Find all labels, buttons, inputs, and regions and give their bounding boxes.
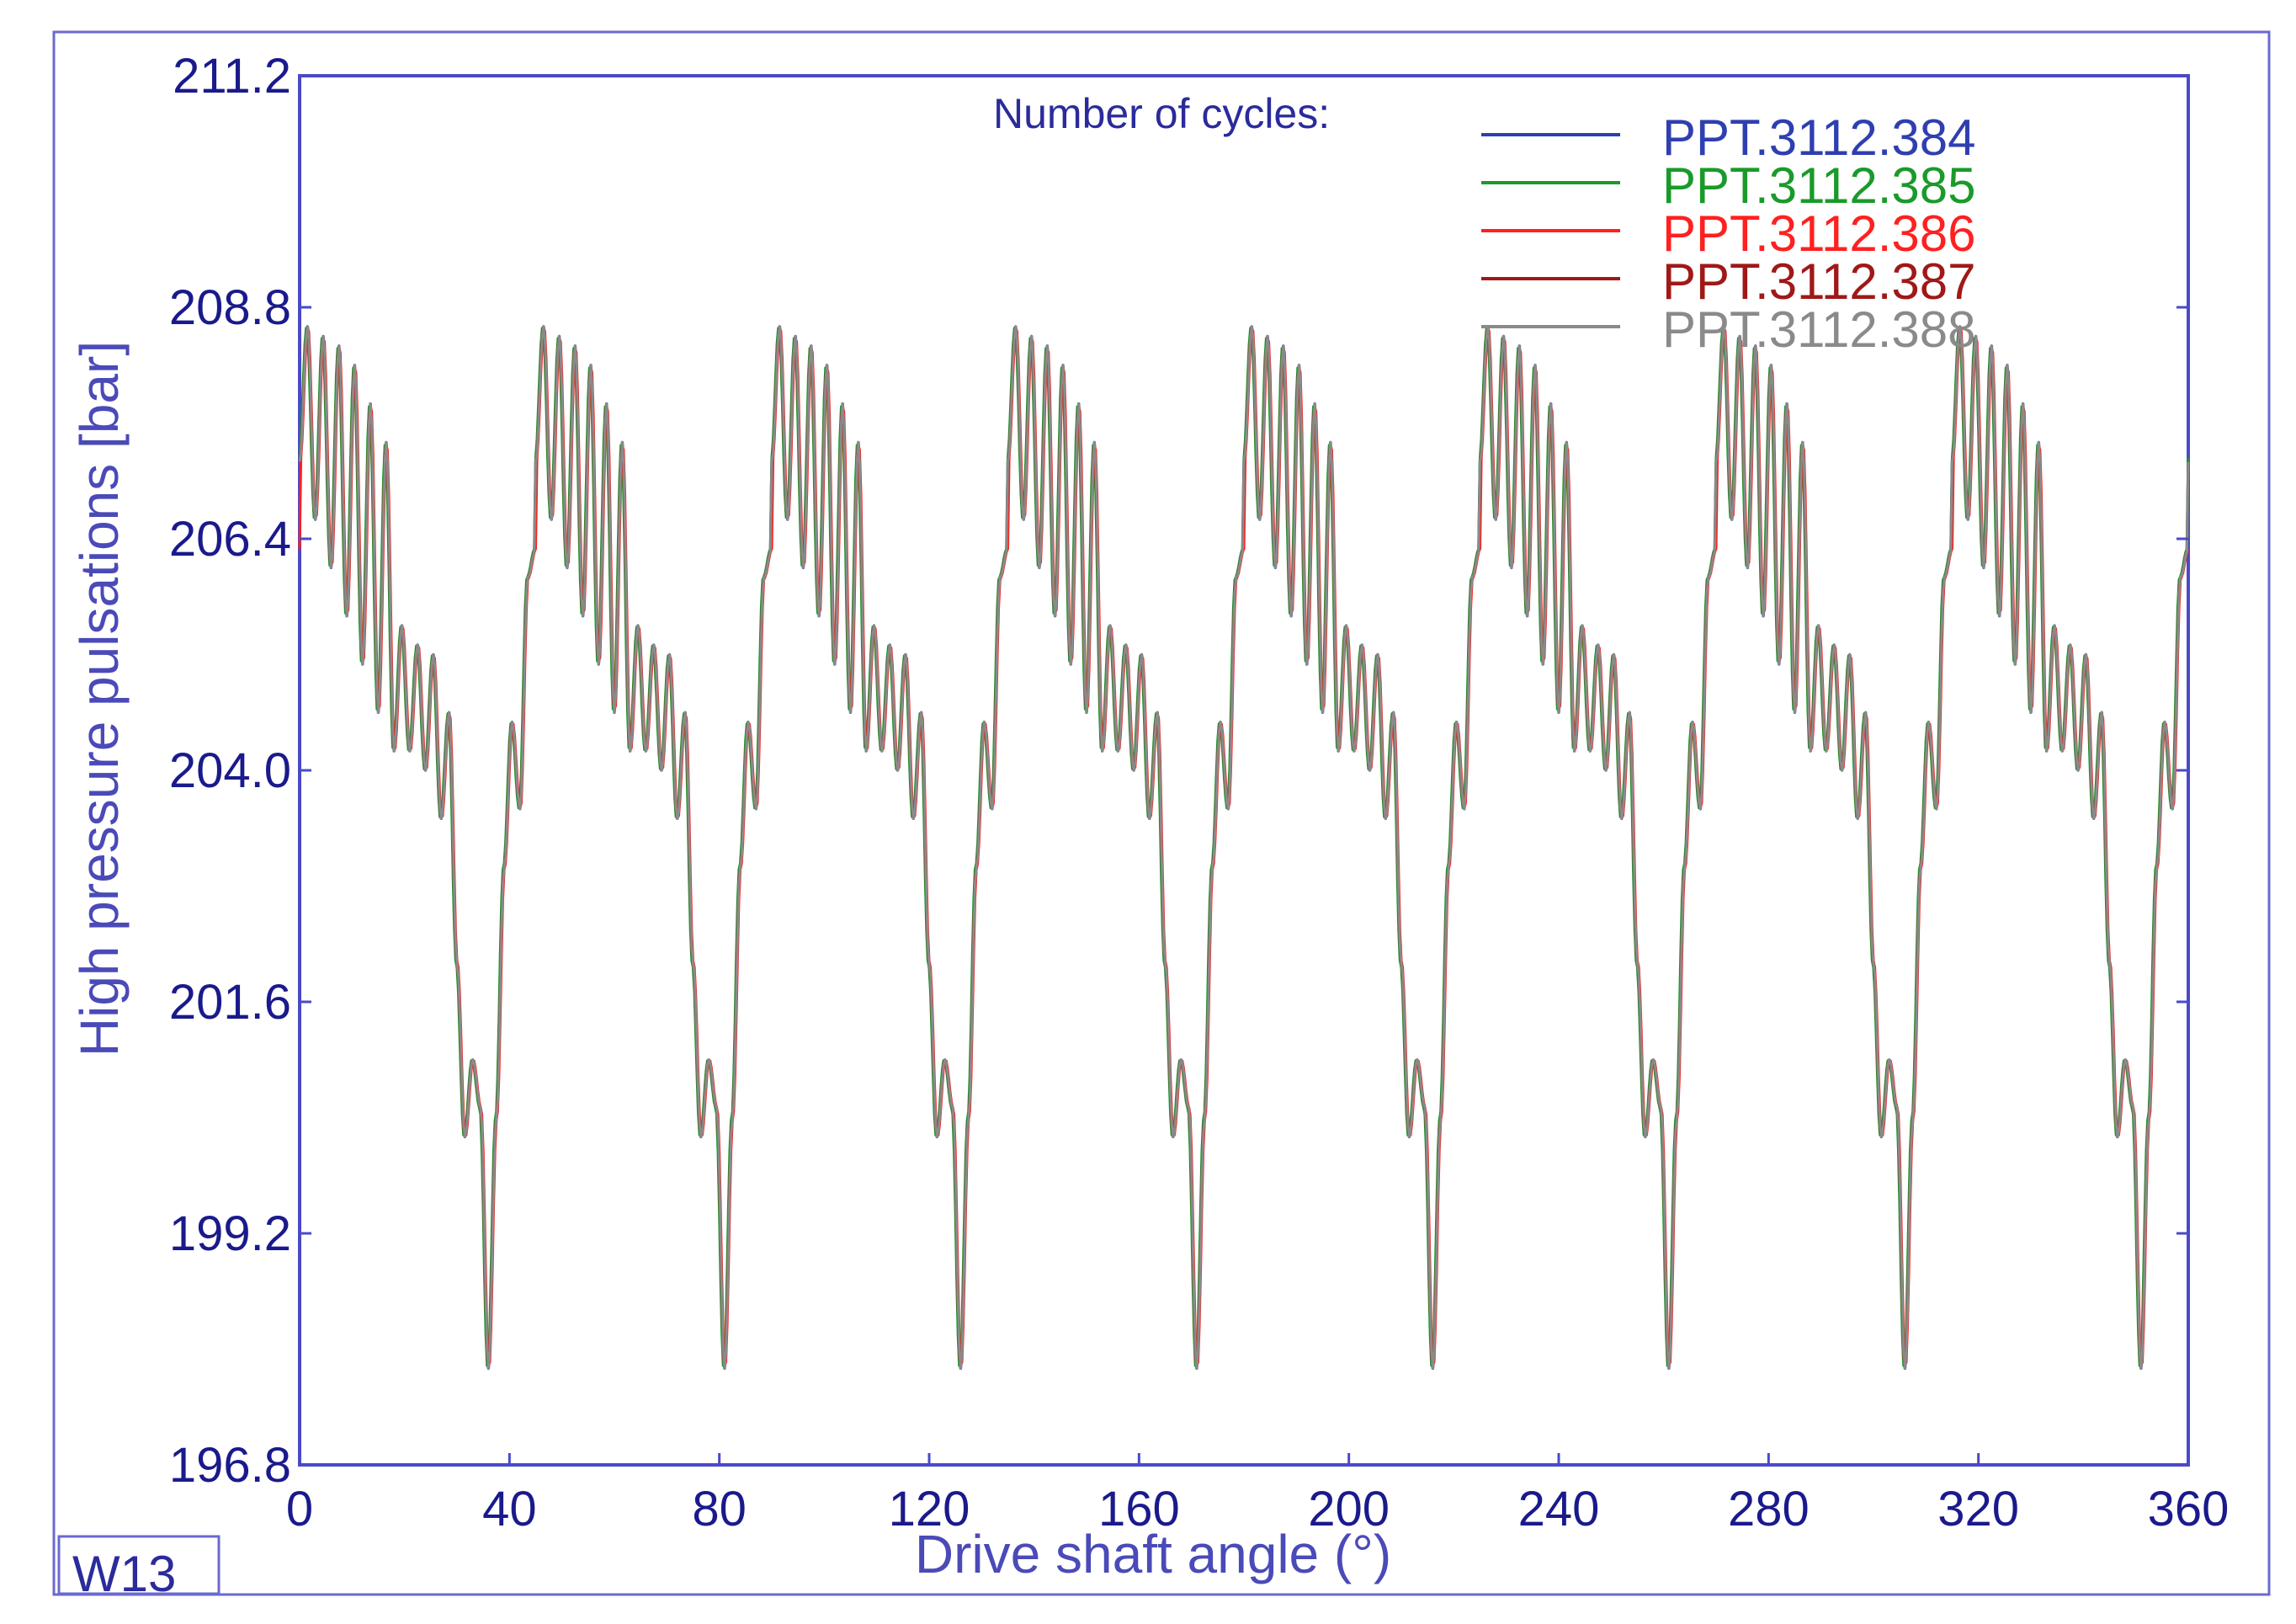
corner-tag: W13	[72, 1546, 176, 1602]
series-line-PPT.3112.388	[298, 325, 2190, 1370]
y-tick-label: 204.0	[169, 743, 291, 798]
y-tick-label: 199.2	[169, 1206, 291, 1261]
legend-label: PPT.3112.386	[1662, 205, 1976, 262]
corner-tag-box	[57, 1535, 221, 1595]
legend-label: PPT.3112.384	[1662, 109, 1976, 166]
x-tick-label: 160	[1098, 1482, 1180, 1536]
plot-frame	[298, 74, 2190, 1467]
x-tick-label: 320	[1937, 1482, 2019, 1536]
legend-title: Number of cycles:	[993, 90, 1330, 137]
y-tick-label: 206.4	[169, 512, 291, 567]
x-tick-label: 40	[482, 1482, 537, 1536]
outer-frame	[52, 30, 2271, 1596]
legend: Number of cycles: PPT.3112.384PPT.3112.3…	[993, 90, 1976, 358]
x-tick-label: 280	[1728, 1482, 1810, 1536]
series-layer	[298, 325, 2190, 1371]
ticks-layer: 0 40 80 120 160 200 240 280 320 360 196.8 199.2 201.…	[169, 49, 2230, 1536]
x-tick-label: 0	[286, 1482, 313, 1536]
y-tick-label: 211.2	[173, 49, 291, 104]
y-tick-label: 201.6	[169, 975, 291, 1030]
legend-label: PPT.3112.387	[1662, 253, 1976, 310]
y-axis-title: High pressure pulsations [bar]	[69, 341, 130, 1057]
x-tick-label: 80	[692, 1482, 747, 1536]
x-axis-title: Drive shaft angle (°)	[915, 1524, 1391, 1584]
y-tick-label: 208.8	[169, 280, 291, 335]
x-tick-label: 120	[889, 1482, 970, 1536]
x-tick-label: 360	[2148, 1482, 2230, 1536]
legend-label: PPT.3112.388	[1662, 301, 1976, 358]
x-tick-label: 240	[1518, 1482, 1600, 1536]
x-tick-label: 200	[1308, 1482, 1390, 1536]
legend-label: PPT.3112.385	[1662, 157, 1976, 214]
y-tick-label: 196.8	[169, 1438, 291, 1493]
